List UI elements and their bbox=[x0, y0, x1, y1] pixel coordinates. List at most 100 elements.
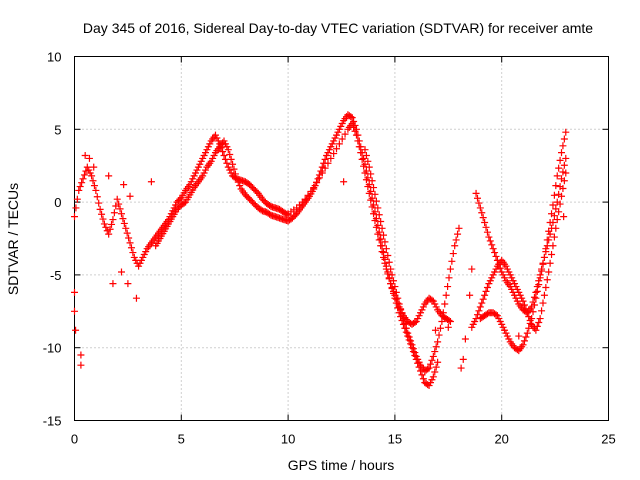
data-point bbox=[388, 271, 396, 279]
data-point bbox=[525, 324, 533, 332]
data-point bbox=[71, 213, 78, 221]
data-point bbox=[368, 177, 376, 185]
data-point bbox=[116, 205, 124, 213]
data-point bbox=[230, 165, 238, 173]
data-point bbox=[310, 184, 318, 192]
data-point bbox=[431, 368, 439, 376]
data-point bbox=[99, 215, 107, 223]
grid bbox=[74, 56, 609, 421]
plot-frame bbox=[74, 56, 609, 421]
data-point bbox=[519, 297, 527, 305]
data-point bbox=[88, 172, 96, 180]
data-point bbox=[555, 164, 563, 172]
data-point bbox=[530, 293, 538, 301]
data-point bbox=[522, 333, 530, 341]
data-point bbox=[488, 241, 496, 249]
y-tick-label: -5 bbox=[50, 268, 62, 283]
y-tick-label: 0 bbox=[54, 195, 61, 210]
series-track-f bbox=[468, 169, 570, 334]
data-point bbox=[539, 299, 547, 307]
data-point bbox=[375, 236, 383, 244]
data-point bbox=[556, 200, 564, 208]
y-axis-label: SDTVAR / TECUs bbox=[5, 183, 21, 295]
data-point bbox=[491, 249, 499, 257]
data-point bbox=[556, 156, 564, 164]
data-point bbox=[381, 259, 389, 267]
data-point bbox=[105, 230, 113, 238]
x-tick-label: 0 bbox=[71, 432, 78, 447]
data-point bbox=[542, 245, 550, 253]
data-point bbox=[122, 224, 130, 232]
data-point bbox=[445, 274, 453, 282]
data-point bbox=[466, 291, 474, 299]
data-point bbox=[313, 179, 321, 187]
data-point bbox=[540, 253, 548, 261]
data-point bbox=[76, 183, 84, 191]
data-point bbox=[427, 360, 434, 368]
data-point bbox=[355, 143, 363, 151]
data-point bbox=[368, 203, 376, 211]
data-point bbox=[367, 170, 375, 178]
y-tick-label: 10 bbox=[47, 50, 61, 65]
data-point bbox=[75, 186, 83, 194]
data-point bbox=[100, 220, 108, 228]
data-point bbox=[546, 218, 554, 226]
data-point bbox=[223, 159, 231, 167]
data-point bbox=[558, 149, 566, 157]
data-point bbox=[402, 324, 410, 332]
data-point bbox=[562, 154, 570, 162]
data-point bbox=[72, 204, 80, 212]
data-point bbox=[387, 265, 395, 273]
data-marks bbox=[71, 111, 570, 390]
data-point bbox=[483, 284, 491, 292]
data-point bbox=[432, 363, 440, 371]
chart-title: Day 345 of 2016, Sidereal Day-to-day VTE… bbox=[83, 20, 593, 36]
data-point bbox=[314, 175, 322, 183]
data-point bbox=[536, 315, 544, 323]
y-tick-label: -10 bbox=[43, 341, 62, 356]
data-point bbox=[350, 123, 358, 131]
x-tick-label: 20 bbox=[494, 432, 508, 447]
data-point bbox=[399, 315, 407, 323]
data-point bbox=[550, 233, 558, 241]
data-point bbox=[106, 225, 114, 233]
data-point bbox=[392, 295, 400, 303]
data-point bbox=[560, 135, 568, 143]
data-point bbox=[117, 210, 125, 218]
data-point bbox=[444, 323, 452, 331]
data-point bbox=[370, 210, 378, 218]
data-point bbox=[559, 142, 567, 150]
data-point bbox=[553, 216, 561, 224]
data-point bbox=[85, 154, 93, 162]
data-point bbox=[473, 194, 481, 202]
data-point bbox=[126, 239, 134, 247]
data-point bbox=[120, 219, 128, 227]
data-point bbox=[485, 233, 493, 241]
x-tick-label: 25 bbox=[601, 432, 615, 447]
data-point bbox=[358, 155, 366, 163]
data-point bbox=[432, 343, 440, 351]
data-point bbox=[535, 318, 543, 326]
data-point bbox=[127, 244, 135, 252]
data-point bbox=[229, 160, 237, 168]
data-point bbox=[380, 231, 388, 239]
data-point bbox=[374, 230, 382, 238]
data-point bbox=[479, 295, 487, 303]
data-point bbox=[523, 309, 531, 317]
data-point bbox=[380, 253, 388, 261]
data-point bbox=[77, 351, 85, 359]
data-point bbox=[81, 152, 89, 160]
data-point bbox=[176, 195, 184, 203]
data-point bbox=[442, 291, 450, 299]
data-point bbox=[545, 227, 553, 235]
series-scatter-fragments bbox=[71, 152, 568, 372]
data-point bbox=[307, 187, 315, 195]
data-point bbox=[80, 171, 88, 179]
data-point bbox=[395, 300, 403, 308]
data-point bbox=[538, 307, 546, 315]
data-point bbox=[431, 348, 439, 356]
data-point bbox=[126, 192, 134, 200]
data-point bbox=[446, 317, 454, 325]
data-point bbox=[125, 234, 133, 242]
data-point bbox=[476, 204, 484, 212]
